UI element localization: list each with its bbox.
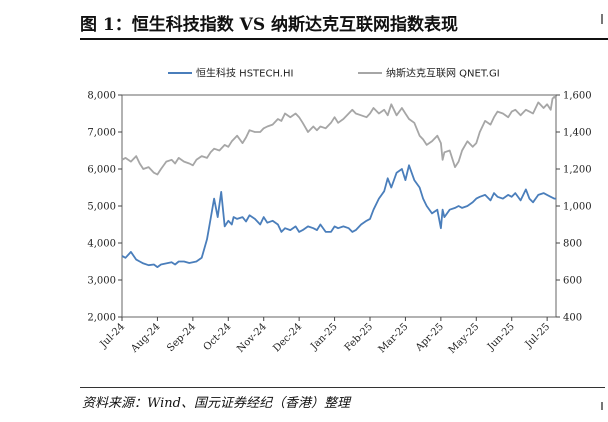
series-lines: [121, 95, 557, 269]
right-y-tick-label: 800: [563, 239, 582, 250]
qnet-series-line: [121, 95, 557, 176]
x-tick-label: Jul-24: [98, 321, 128, 351]
page-edge-mark: [601, 402, 608, 410]
left-y-tick-label: 3,000: [87, 276, 116, 287]
right-y-tick-label: 1,400: [563, 128, 592, 139]
plot-area-border: [121, 94, 557, 318]
x-tick-label: Sep-24: [165, 321, 198, 354]
left-y-tick-label: 7,000: [87, 128, 116, 139]
left-y-axis: 2,000 3,000 4,000 5,000 6,000 7,000 8,000: [87, 91, 122, 324]
x-tick-label: Oct-24: [202, 321, 234, 353]
right-y-tick-label: 1,200: [563, 165, 592, 176]
chart-frame: [121, 94, 557, 318]
x-tick-label: Apr-25: [413, 321, 446, 354]
x-tick-label: Feb-25: [343, 321, 375, 353]
title-divider: [80, 38, 608, 40]
chart-legend: 恒生科技 HSTECH.HI 纳斯达克互联网 QNET.GI: [168, 67, 500, 80]
x-tick-label: Nov-24: [235, 321, 269, 355]
left-y-tick-label: 5,000: [87, 202, 116, 213]
right-y-tick-label: 1,000: [563, 202, 592, 213]
figure-title: 图 1：恒生科技指数 VS 纳斯达克互联网指数表现: [80, 15, 459, 35]
x-axis: Jul-24 Aug-24 Sep-24 Oct-24 Nov-24 Dec-24 Jan-…: [98, 317, 553, 356]
legend-label-hstech: 恒生科技 HSTECH.HI: [196, 67, 293, 80]
right-y-axis: 400 600 800 1,000 1,200 1,400 1,600: [556, 91, 592, 324]
right-y-tick-label: 400: [563, 313, 582, 324]
left-y-tick-label: 6,000: [87, 165, 116, 176]
footer-divider: [80, 387, 605, 388]
x-tick-label: Mar-25: [377, 321, 411, 355]
left-y-tick-label: 8,000: [87, 91, 116, 102]
x-tick-label: Jun-25: [485, 321, 517, 353]
source-note: 资料来源：Wind、国元证券经纪（香港）整理: [82, 396, 350, 411]
x-tick-label: Jan-25: [308, 321, 339, 352]
page-edge-mark: [601, 14, 608, 24]
left-y-tick-label: 4,000: [87, 239, 116, 250]
x-tick-label: May-25: [447, 321, 482, 356]
x-tick-label: Aug-24: [128, 321, 162, 355]
right-y-tick-label: 1,600: [563, 91, 592, 102]
hstech-series-line: [121, 164, 556, 269]
x-tick-label: Jul-25: [523, 321, 553, 351]
x-tick-label: Dec-24: [271, 321, 304, 354]
left-y-tick-label: 2,000: [87, 313, 116, 324]
right-y-tick-label: 600: [563, 276, 582, 287]
legend-label-qnet: 纳斯达克互联网 QNET.GI: [386, 67, 500, 80]
